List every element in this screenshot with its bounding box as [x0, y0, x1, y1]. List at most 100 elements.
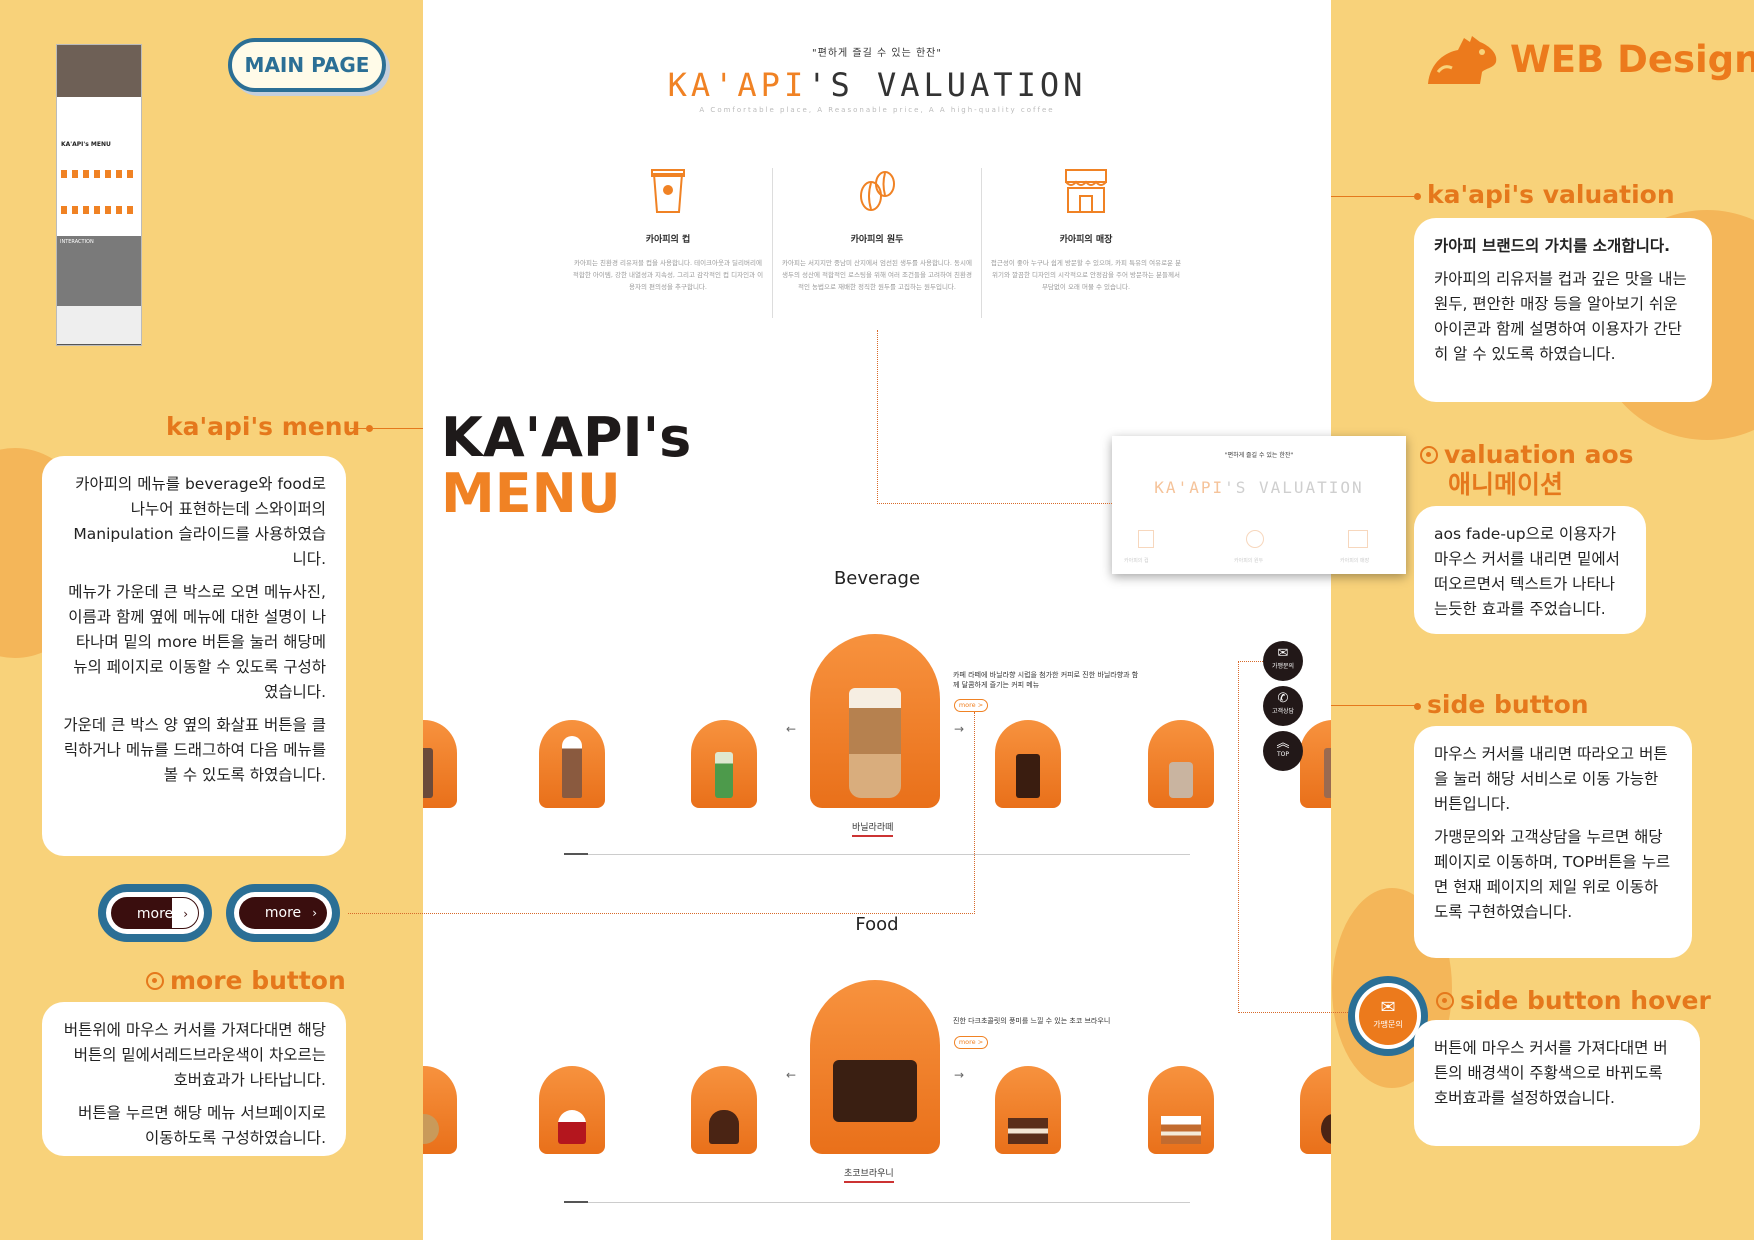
side-button-support[interactable]: ✆ 고객상담: [1263, 686, 1303, 726]
food-slide[interactable]: [539, 1066, 605, 1154]
more-demo-label: more: [264, 905, 302, 921]
pointer-line-menu: [350, 428, 423, 429]
beverage-slide[interactable]: [1300, 720, 1331, 808]
menu-section-title: KA'API's MENU: [441, 410, 691, 522]
valuation-column-title: 카아피의 컵: [645, 235, 691, 245]
connector-valuation: [877, 503, 1112, 504]
popup-label: 카아피의 원두: [1234, 558, 1264, 564]
menu-title-menu: MENU: [441, 462, 621, 525]
menu-title-brand: KA'API's: [441, 406, 692, 469]
connector-side: [1238, 661, 1263, 662]
popup-title: KA'API'S VALUATION: [1112, 478, 1406, 497]
column-divider: [772, 168, 773, 318]
side-note-p1: 마우스 커서를 내리면 따라오고 버튼을 눌러 해당 서비스로 이동 가능한 버…: [1434, 745, 1668, 813]
food-more-button[interactable]: more >: [954, 1036, 988, 1049]
hover-demo-label: 가맹문의: [1373, 1020, 1403, 1029]
food-slide[interactable]: [691, 1066, 757, 1154]
food-slide[interactable]: [1148, 1066, 1214, 1154]
more-note-p2: 버튼을 누르면 해당 메뉴 서브페이지로 이동하도록 구성하였습니다.: [78, 1104, 326, 1147]
thumbnail-menu-title: KA'API's MENU: [61, 141, 111, 148]
valuation-tagline: "편하게 즐길 수 있는 한잔": [812, 48, 942, 59]
brand-label: WEB Design: [1510, 38, 1754, 81]
menu-note-p1: 카아피의 메뉴를 beverage와 food로 나누어 표현하는데 스와이퍼의…: [73, 475, 326, 568]
connector-side: [1238, 1012, 1348, 1013]
valuation-column-desc: 카아피는 친환경 리유저블 컵을 사용합니다. 테이크아웃과 딜리버리에 적합한…: [572, 259, 764, 291]
valuation-column-desc: 카아피는 서지지만 중남미 산지에서 엄선된 생두를 사용합니다. 동시에 생두…: [782, 259, 972, 291]
more-button-hover-demo: more ›: [226, 884, 340, 942]
food-description: 진한 다크초콜릿의 풍미를 느낄 수 있는 초코 브라우니: [953, 1017, 1111, 1025]
beverage-slide[interactable]: [1148, 720, 1214, 808]
brand-logo: [1424, 28, 1500, 88]
beverage-progress-bar[interactable]: [564, 853, 1190, 855]
beverage-prev-arrow[interactable]: ←: [786, 722, 797, 736]
popup-bean-icon: [1246, 530, 1264, 548]
valuation-column-bean: 카아피의 원두 카아피는 서지지만 중남미 산지에서 엄선된 생두를 사용합니다…: [773, 166, 981, 293]
food-next-arrow[interactable]: →: [954, 1068, 965, 1082]
valuation-note-card: 카아피 브랜드의 가치를 소개합니다. 카아피의 리유저블 컵과 깊은 맛을 내…: [1414, 218, 1712, 402]
side-note-p2: 가맹문의와 고객상담을 누르면 해당 페이지로 이동하며, TOP버튼을 누르면…: [1434, 828, 1671, 921]
food-label: Food: [855, 914, 899, 935]
more-demo-label: more: [136, 906, 174, 922]
side-button-franchise[interactable]: ✉ 가맹문의: [1263, 641, 1303, 681]
connector-more: [348, 913, 975, 914]
food-slide[interactable]: [995, 1066, 1061, 1154]
more-button-default-demo: more ›: [98, 884, 212, 942]
beverage-slide[interactable]: [691, 720, 757, 808]
valuation-column-title: 카아피의 원두: [850, 235, 904, 245]
valuation-aos-preview: "편하게 즐길 수 있는 한잔" KA'API'S VALUATION 카아피의…: [1112, 436, 1406, 574]
valuation-column-store: 카아피의 매장 접근성이 좋아 누구나 쉽게 방문할 수 있으며, 카피 특유의…: [982, 166, 1190, 293]
side-button-label: 가맹문의: [1271, 663, 1295, 670]
connector-valuation: [877, 330, 878, 504]
beverage-slide[interactable]: [423, 720, 457, 808]
food-slide[interactable]: [1300, 1066, 1331, 1154]
valuation-title: KA'API'S VALUATION: [423, 66, 1331, 104]
aos-note-card: aos fade-up으로 이용자가 마우스 커서를 내리면 밑에서 떠오르면서…: [1414, 506, 1646, 634]
full-page-thumbnail: KA'API's MENU INTERACTION: [56, 44, 142, 346]
beverage-description: 카페 라떼에 바닐라향 시럽을 첨가한 커피로 진한 바닐라향과 함께 달콤하게…: [953, 671, 1139, 689]
connector-more: [974, 712, 975, 914]
side-note-heading: side button: [1414, 690, 1589, 719]
more-note-p1: 버튼위에 마우스 커서를 가져다대면 해당 버튼의 밑에서레드브라운색이 차오르…: [63, 1021, 326, 1089]
valuation-column-title: 카아피의 매장: [1059, 235, 1113, 245]
beverage-active-slide[interactable]: [810, 634, 940, 808]
food-prev-arrow[interactable]: ←: [786, 1068, 797, 1082]
popup-label: 카아피의 매장: [1340, 558, 1370, 564]
valuation-note-p1: 카아피 브랜드의 가치를 소개합니다.: [1434, 237, 1670, 255]
popup-store-icon: [1348, 530, 1368, 548]
valuation-column-cup: 카아피의 컵 카아피는 친환경 리유저블 컵을 사용합니다. 테이크아웃과 딜리…: [564, 166, 772, 293]
popup-title-brand: KA'API: [1154, 478, 1225, 497]
main-page-badge: MAIN PAGE: [228, 38, 386, 92]
thumbnail-interaction-section: INTERACTION: [57, 236, 141, 306]
column-divider: [981, 168, 982, 318]
page-mockup: "편하게 즐길 수 있는 한잔" KA'API'S VALUATION A Co…: [423, 0, 1331, 1240]
popup-title-rest: 'S VALUATION: [1224, 478, 1364, 497]
valuation-note-p2: 카아피의 리유저블 컵과 깊은 맛을 내는 원두, 편안한 매장 등을 알아보기…: [1434, 270, 1687, 363]
beverage-name: 바닐라라떼: [852, 820, 894, 837]
food-slide[interactable]: [423, 1066, 457, 1154]
side-button-label: TOP: [1276, 751, 1289, 758]
food-active-slide[interactable]: [810, 980, 940, 1154]
beverage-more-button[interactable]: more >: [954, 699, 988, 712]
menu-note-card: 카아피의 메뉴를 beverage와 food로 나누어 표현하는데 스와이퍼의…: [42, 456, 346, 856]
beverage-slide[interactable]: [995, 720, 1061, 808]
valuation-title-brand: KA'API: [667, 66, 808, 104]
food-progress-bar[interactable]: [564, 1201, 1190, 1203]
beverage-next-arrow[interactable]: →: [954, 722, 965, 736]
coffee-bean-icon: [860, 171, 895, 211]
more-note-card: 버튼위에 마우스 커서를 가져다대면 해당 버튼의 밑에서레드브라운색이 차오르…: [42, 1002, 346, 1156]
valuation-note-heading: ka'api's valuation: [1414, 180, 1675, 209]
phone-icon: ✆: [1277, 691, 1289, 706]
connector-side: [1238, 661, 1239, 1013]
hover-note-heading: side button hover: [1436, 986, 1711, 1015]
side-button-label: 고객상담: [1271, 708, 1295, 715]
food-name: 초코브라우니: [844, 1166, 894, 1183]
chevron-up-icon: ︽: [1276, 736, 1290, 751]
menu-note-p2: 메뉴가 가운데 큰 박스로 오면 메뉴사진,이름과 함께 옆에 메뉴에 대한 설…: [68, 583, 326, 701]
pointer-line-valuation: [1331, 196, 1417, 197]
valuation-column-desc: 접근성이 좋아 누구나 쉽게 방문할 수 있으며, 카피 특유의 여유로운 분위…: [990, 259, 1182, 291]
aos-note-heading: valuation aos 애니메이션: [1420, 440, 1634, 500]
valuation-subtitle: A Comfortable place, A Reasonable price,…: [699, 106, 1055, 114]
hover-note-p1: 버튼에 마우스 커서를 가져다대면 버튼의 배경색이 주황색으로 바뀌도록 호버…: [1434, 1039, 1668, 1107]
side-button-top[interactable]: ︽ TOP: [1263, 731, 1303, 771]
beverage-slide[interactable]: [539, 720, 605, 808]
